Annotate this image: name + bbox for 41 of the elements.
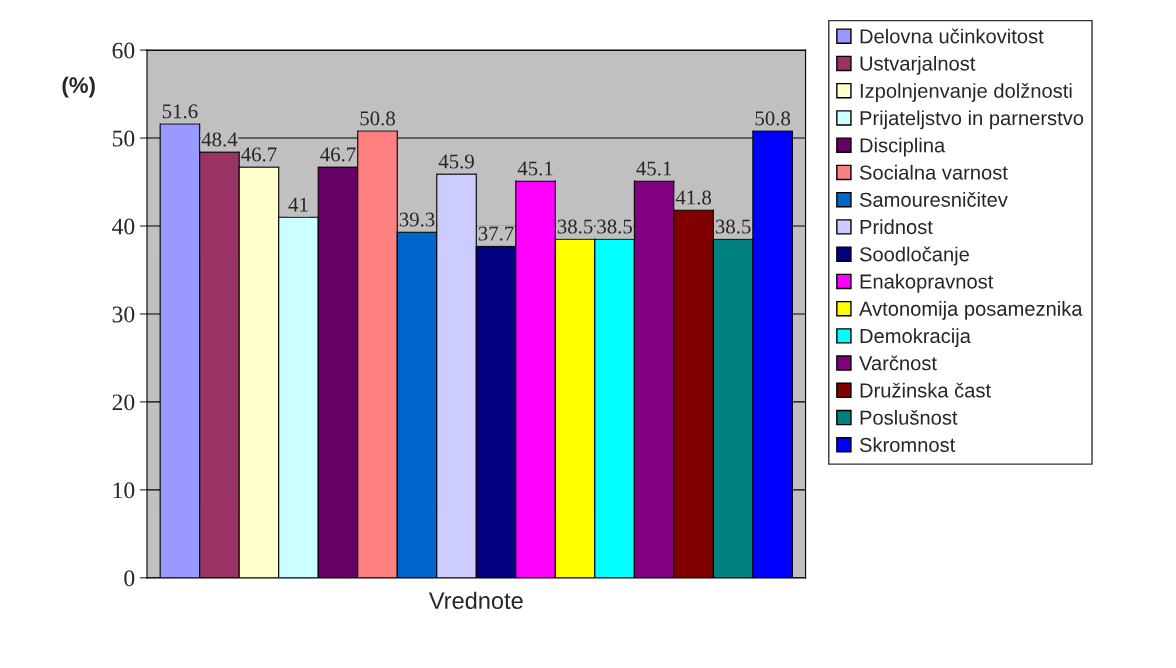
data-label: 39.3 bbox=[399, 212, 435, 227]
y-axis-title: (%) bbox=[62, 76, 95, 98]
y-tick-label: 60 bbox=[112, 42, 135, 59]
legend-label: Demokracija bbox=[860, 328, 971, 348]
data-label: 37.7 bbox=[478, 226, 514, 241]
y-tick-label: 30 bbox=[112, 306, 135, 323]
data-label: 45.1 bbox=[636, 161, 672, 176]
legend-label: Prijateljstvo in parnerstvo bbox=[860, 110, 1084, 130]
data-label: 46.7 bbox=[320, 147, 356, 162]
legend-label: Avtonomija posameznika bbox=[859, 301, 1083, 320]
legend-label: Poslušnost bbox=[860, 409, 958, 425]
data-label: 41 bbox=[288, 197, 308, 212]
legend-label: Izpolnjenvanje dolžnosti bbox=[860, 83, 1072, 102]
data-label: 46.7 bbox=[241, 147, 277, 162]
data-label: 48.4 bbox=[201, 132, 238, 147]
legend-label: Enakopravnost bbox=[860, 273, 994, 293]
data-label: 51.6 bbox=[162, 104, 198, 119]
legend-label: Varčnost bbox=[859, 355, 937, 371]
y-tick-label: 10 bbox=[113, 482, 135, 499]
data-label: 45.1 bbox=[517, 161, 553, 176]
legend-label: Skromnost bbox=[859, 437, 956, 453]
data-label: 50.8 bbox=[755, 111, 791, 126]
legend-label: Soodločanje bbox=[859, 246, 969, 266]
y-tick-label: 20 bbox=[112, 394, 135, 411]
y-tick-label: 40 bbox=[112, 218, 135, 235]
data-label: 50.8 bbox=[360, 111, 395, 126]
x-tick-label: Vrednote bbox=[428, 591, 523, 610]
legend-label: Ustvarjalnost bbox=[860, 55, 976, 75]
data-label: 38.5 bbox=[557, 219, 593, 234]
legend-label: Disciplina bbox=[860, 137, 946, 157]
legend-label: Pridnost bbox=[860, 219, 933, 235]
data-label: 45.9 bbox=[438, 154, 474, 169]
legend-label: Samouresničitev bbox=[859, 192, 1008, 207]
legend-label: Družinska čast bbox=[860, 382, 991, 398]
y-tick-label: 0 bbox=[124, 570, 135, 587]
data-label: 41.8 bbox=[675, 190, 712, 205]
legend-label: Delovna učinkovitost bbox=[860, 28, 1044, 44]
data-label: 38.5 bbox=[715, 219, 751, 234]
legend-label: Socialna varnost bbox=[859, 164, 1008, 180]
y-tick-label: 50 bbox=[112, 130, 135, 147]
data-label: 38.5 bbox=[597, 219, 632, 234]
